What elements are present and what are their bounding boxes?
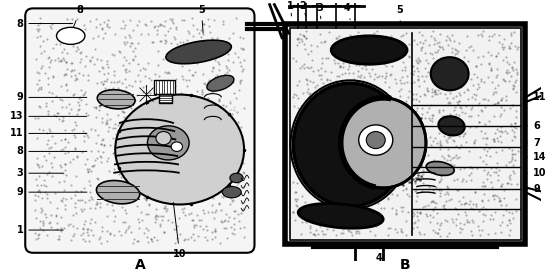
Text: 1: 1 <box>17 225 63 235</box>
Text: 5: 5 <box>198 5 205 33</box>
Text: 14: 14 <box>525 152 547 162</box>
Ellipse shape <box>366 132 385 149</box>
Ellipse shape <box>115 94 244 204</box>
Text: 8: 8 <box>73 5 83 27</box>
Text: 2: 2 <box>300 1 306 16</box>
Text: 6: 6 <box>525 121 540 131</box>
Text: 7: 7 <box>525 138 540 148</box>
Ellipse shape <box>294 83 407 206</box>
Ellipse shape <box>97 90 135 109</box>
Text: 10: 10 <box>525 168 547 178</box>
Ellipse shape <box>156 132 171 145</box>
Ellipse shape <box>331 36 407 64</box>
Ellipse shape <box>298 203 383 228</box>
Text: 5: 5 <box>396 5 403 23</box>
Ellipse shape <box>57 27 85 44</box>
Ellipse shape <box>166 40 231 64</box>
Ellipse shape <box>96 180 140 204</box>
Ellipse shape <box>230 173 243 183</box>
Ellipse shape <box>147 126 189 160</box>
Text: 9: 9 <box>17 187 87 197</box>
Text: 3: 3 <box>316 3 323 19</box>
Text: 13: 13 <box>10 111 87 121</box>
Text: 11: 11 <box>10 128 87 138</box>
Text: 8: 8 <box>17 146 87 156</box>
Ellipse shape <box>222 186 241 198</box>
Text: 9: 9 <box>17 93 87 102</box>
Ellipse shape <box>207 75 234 91</box>
Ellipse shape <box>431 57 469 90</box>
Ellipse shape <box>359 125 393 155</box>
Bar <box>290 28 520 239</box>
Text: 3: 3 <box>17 168 63 178</box>
Text: 4: 4 <box>374 247 382 263</box>
Text: 10: 10 <box>173 203 186 259</box>
Text: 4: 4 <box>344 3 351 20</box>
Text: 1: 1 <box>287 1 294 16</box>
Text: 9: 9 <box>525 184 540 194</box>
Text: B: B <box>400 259 410 272</box>
Bar <box>154 80 175 94</box>
FancyBboxPatch shape <box>25 8 255 253</box>
Text: A: A <box>135 257 145 272</box>
Ellipse shape <box>438 116 465 135</box>
Text: 8: 8 <box>17 19 73 29</box>
Bar <box>159 94 172 103</box>
Bar <box>285 23 525 244</box>
Text: 11: 11 <box>525 93 547 102</box>
Ellipse shape <box>426 162 454 176</box>
Ellipse shape <box>341 98 426 188</box>
Ellipse shape <box>171 142 182 152</box>
